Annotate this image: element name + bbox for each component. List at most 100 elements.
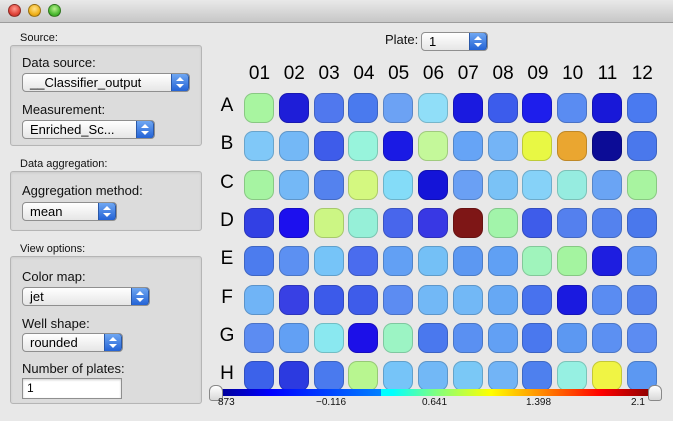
well-A06[interactable]: [418, 93, 448, 123]
well-A03[interactable]: [313, 93, 344, 123]
well-E02[interactable]: [278, 246, 309, 277]
well-D08[interactable]: [487, 207, 518, 238]
well-G04[interactable]: [348, 322, 379, 353]
well-C01[interactable]: [244, 169, 274, 200]
well-D02[interactable]: [278, 207, 309, 238]
well-B10[interactable]: [557, 131, 588, 162]
well-F05[interactable]: [383, 284, 414, 315]
well-A05[interactable]: [383, 93, 414, 123]
well-D09[interactable]: [522, 207, 553, 238]
well-G02[interactable]: [278, 322, 309, 353]
well-C11[interactable]: [592, 169, 622, 200]
well-H05[interactable]: [383, 361, 414, 392]
well-B03[interactable]: [313, 131, 344, 162]
well-C04[interactable]: [348, 169, 379, 200]
well-E03[interactable]: [313, 246, 344, 277]
well-B07[interactable]: [452, 131, 483, 162]
well-B04[interactable]: [348, 131, 379, 162]
well-E08[interactable]: [487, 246, 518, 277]
well-B09[interactable]: [522, 131, 553, 162]
well-H06[interactable]: [418, 361, 448, 392]
well-D04[interactable]: [348, 207, 379, 238]
well-E12[interactable]: [626, 246, 657, 277]
well-D11[interactable]: [592, 207, 622, 238]
well-F10[interactable]: [557, 284, 588, 315]
well-D07[interactable]: [452, 207, 483, 238]
well-E10[interactable]: [557, 246, 588, 277]
well-C12[interactable]: [626, 169, 657, 200]
well-D10[interactable]: [557, 207, 588, 238]
well-H03[interactable]: [313, 361, 344, 392]
well-H02[interactable]: [278, 361, 309, 392]
well-H08[interactable]: [487, 361, 518, 392]
well-C07[interactable]: [452, 169, 483, 200]
well-H07[interactable]: [452, 361, 483, 392]
well-H01[interactable]: [244, 361, 274, 392]
well-C03[interactable]: [313, 169, 344, 200]
well-D12[interactable]: [626, 207, 657, 238]
well-F01[interactable]: [244, 284, 274, 315]
minimize-window-icon[interactable]: [28, 4, 41, 17]
well-B08[interactable]: [487, 131, 518, 162]
well-C08[interactable]: [487, 169, 518, 200]
well-G08[interactable]: [487, 322, 518, 353]
well-A02[interactable]: [278, 93, 309, 123]
well-G12[interactable]: [626, 322, 657, 353]
well-C02[interactable]: [278, 169, 309, 200]
well-E06[interactable]: [418, 246, 448, 277]
well-A01[interactable]: [244, 93, 274, 123]
well-H04[interactable]: [348, 361, 379, 392]
well-G01[interactable]: [244, 322, 274, 353]
well-F11[interactable]: [592, 284, 622, 315]
well-A11[interactable]: [592, 93, 622, 123]
data-source-select[interactable]: __Classifier_output: [22, 73, 190, 92]
min-range-slider-handle[interactable]: [209, 385, 223, 401]
well-C05[interactable]: [383, 169, 414, 200]
well-G10[interactable]: [557, 322, 588, 353]
well-A12[interactable]: [626, 93, 657, 123]
well-A09[interactable]: [522, 93, 553, 123]
well-H10[interactable]: [557, 361, 588, 392]
well-E11[interactable]: [592, 246, 622, 277]
well-F02[interactable]: [278, 284, 309, 315]
well-G06[interactable]: [418, 322, 448, 353]
well-G09[interactable]: [522, 322, 553, 353]
well-G03[interactable]: [313, 322, 344, 353]
well-E04[interactable]: [348, 246, 379, 277]
plate-select[interactable]: 1: [421, 32, 488, 51]
well-D05[interactable]: [383, 207, 414, 238]
well-A07[interactable]: [452, 93, 483, 123]
well-F09[interactable]: [522, 284, 553, 315]
well-F03[interactable]: [313, 284, 344, 315]
well-C06[interactable]: [418, 169, 448, 200]
well-A04[interactable]: [348, 93, 379, 123]
well-E07[interactable]: [452, 246, 483, 277]
aggregation-method-select[interactable]: mean: [22, 202, 117, 221]
well-A08[interactable]: [487, 93, 518, 123]
well-F08[interactable]: [487, 284, 518, 315]
well-D06[interactable]: [418, 207, 448, 238]
well-C09[interactable]: [522, 169, 553, 200]
well-C10[interactable]: [557, 169, 588, 200]
well-D01[interactable]: [244, 207, 274, 238]
well-H11[interactable]: [592, 361, 622, 392]
well-E05[interactable]: [383, 246, 414, 277]
max-range-slider-handle[interactable]: [648, 385, 662, 401]
well-G05[interactable]: [383, 322, 414, 353]
well-F06[interactable]: [418, 284, 448, 315]
close-window-icon[interactable]: [8, 4, 21, 17]
well-B05[interactable]: [383, 131, 414, 162]
well-B02[interactable]: [278, 131, 309, 162]
well-E09[interactable]: [522, 246, 553, 277]
well-F12[interactable]: [626, 284, 657, 315]
well-F04[interactable]: [348, 284, 379, 315]
well-E01[interactable]: [244, 246, 274, 277]
well-B11[interactable]: [592, 131, 622, 162]
color-map-select[interactable]: jet: [22, 287, 150, 306]
well-D03[interactable]: [313, 207, 344, 238]
well-B06[interactable]: [418, 131, 448, 162]
well-A10[interactable]: [557, 93, 588, 123]
well-B01[interactable]: [244, 131, 274, 162]
well-G07[interactable]: [452, 322, 483, 353]
zoom-window-icon[interactable]: [48, 4, 61, 17]
